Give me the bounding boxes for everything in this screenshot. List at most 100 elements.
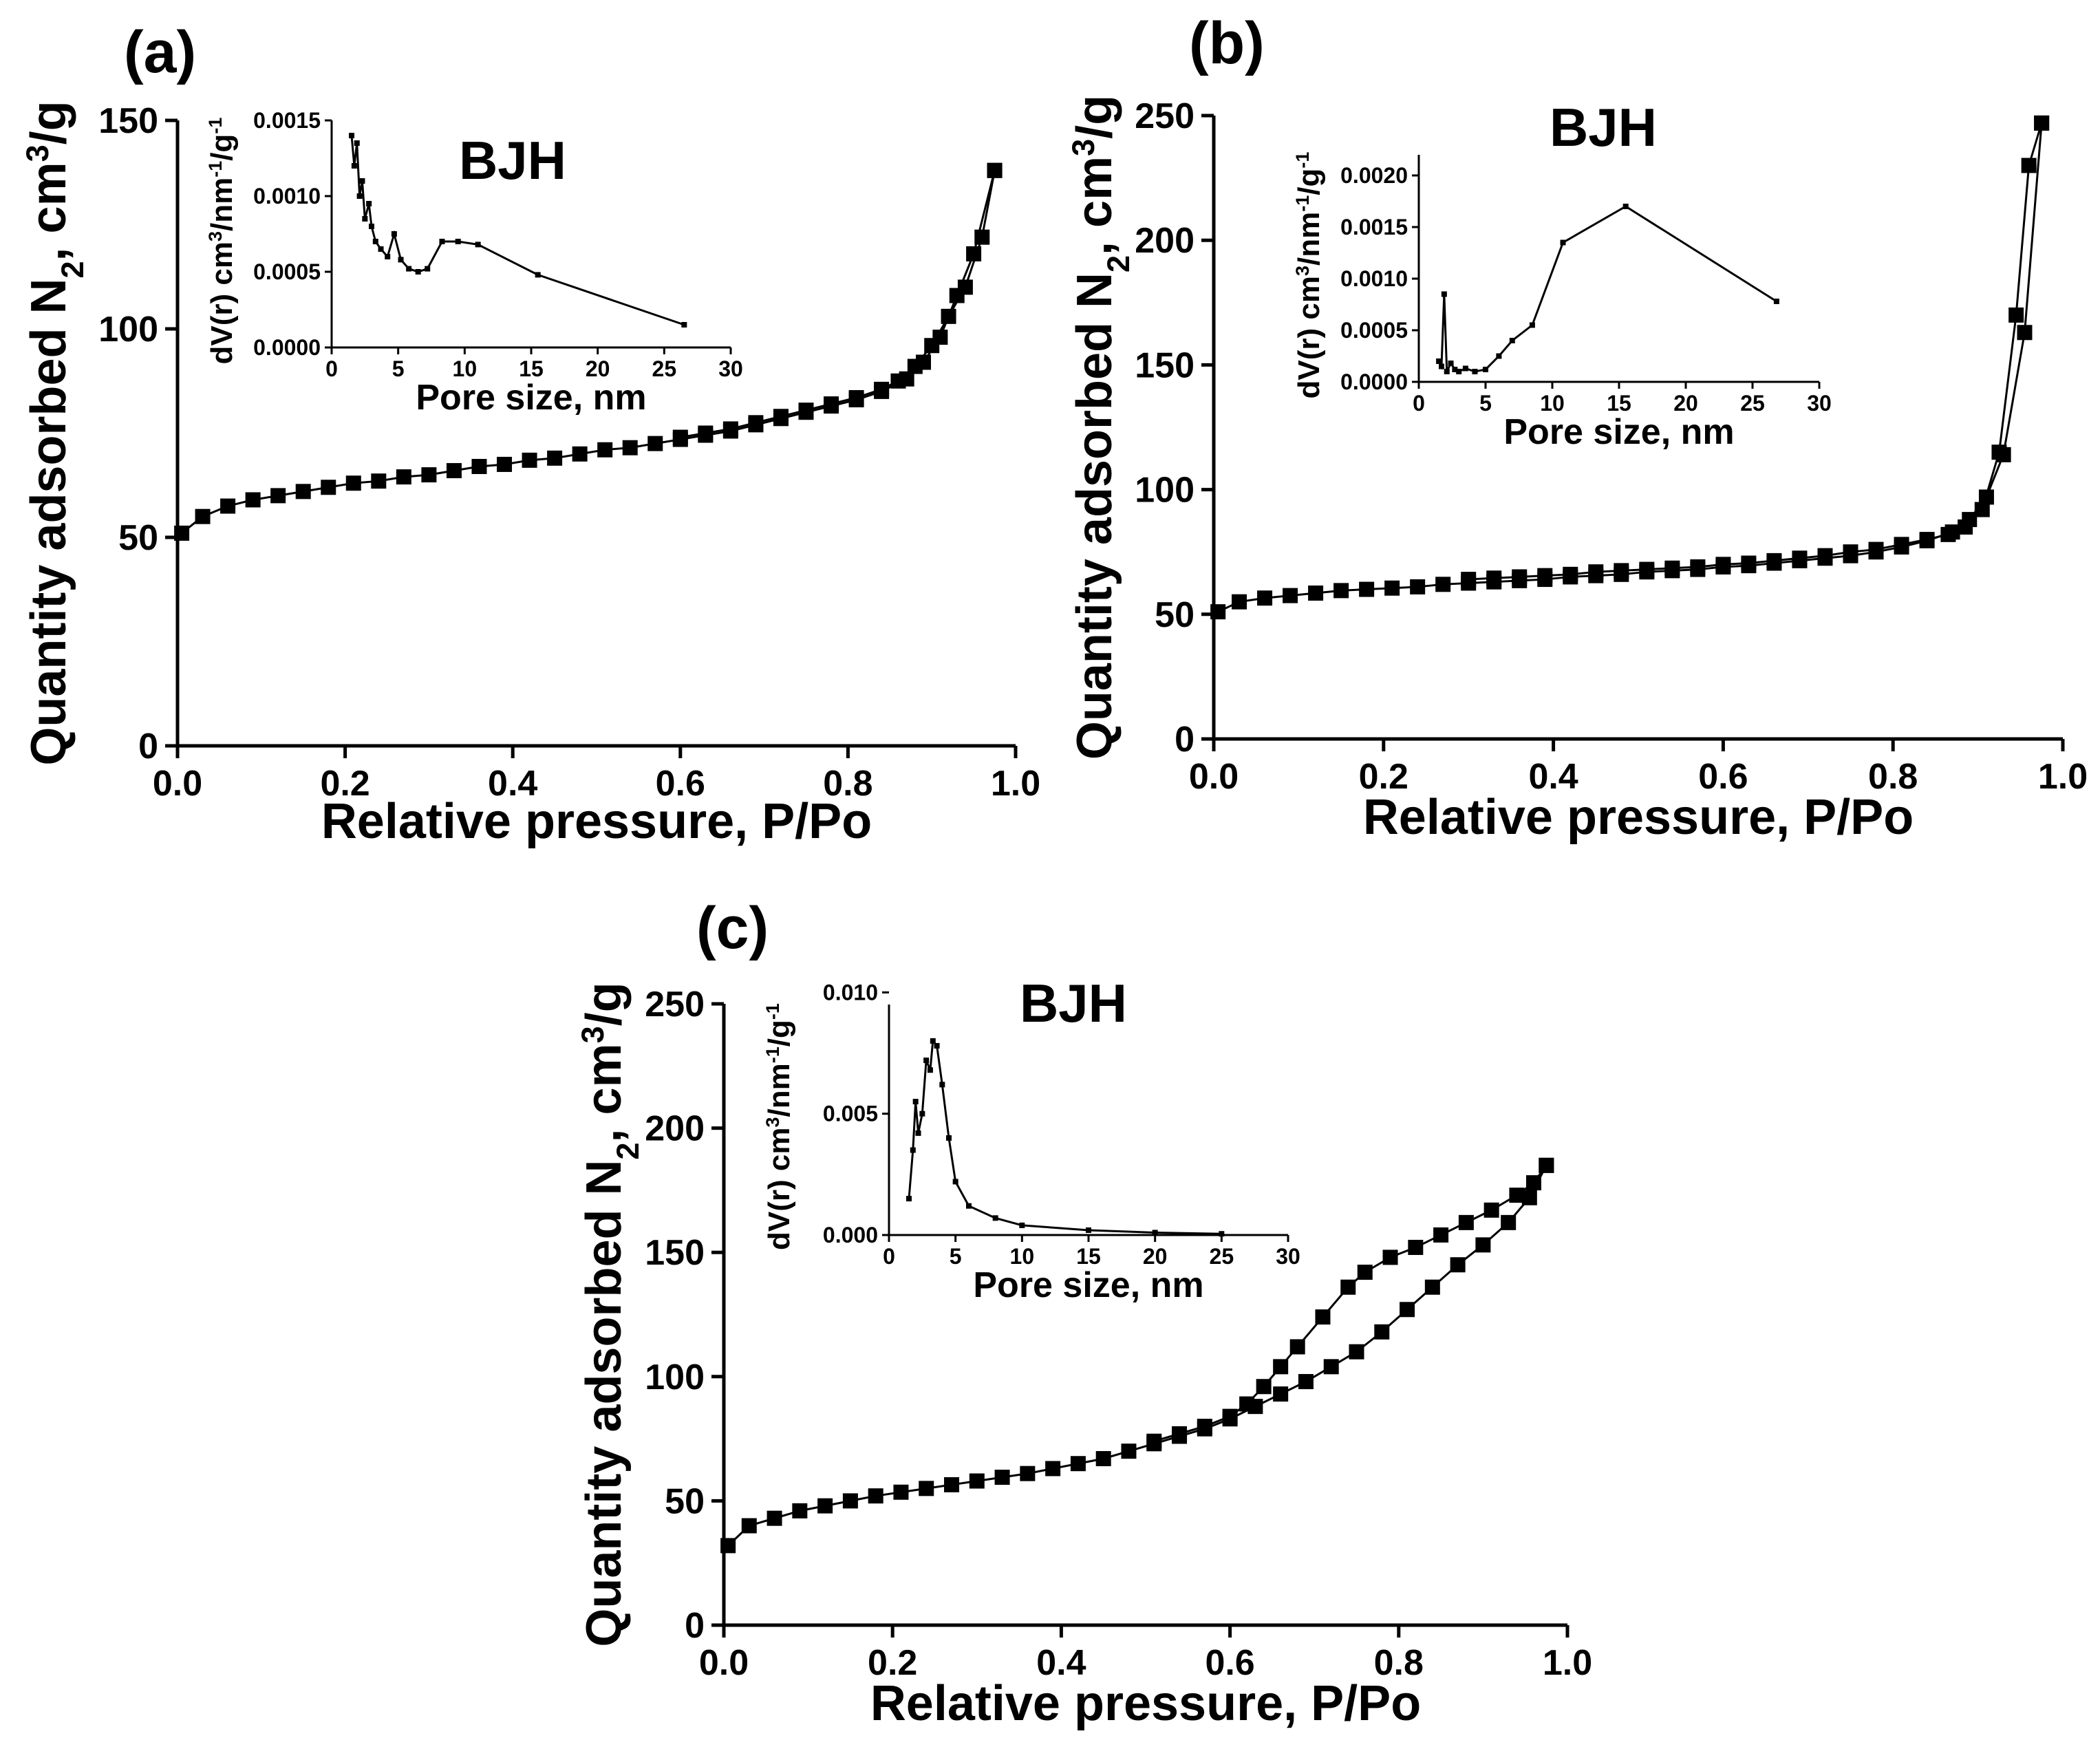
inset-data-point xyxy=(378,246,384,252)
data-point-adsorption xyxy=(1308,585,1324,601)
data-point-desorption xyxy=(2021,158,2037,173)
inset-data-point xyxy=(934,1042,940,1049)
inset-data-point xyxy=(398,257,404,263)
inset-data-point xyxy=(966,1203,972,1209)
data-point-desorption xyxy=(748,415,764,431)
inset-data-point xyxy=(1444,369,1450,374)
y-axis-title-part: Quantity adsorbed N xyxy=(577,1160,632,1647)
inset-data-point xyxy=(425,266,431,272)
data-point-desorption xyxy=(1614,563,1629,579)
x-tick-label: 0.0 xyxy=(153,764,202,804)
data-point-desorption xyxy=(698,425,714,441)
data-point-desorption xyxy=(798,403,814,418)
data-point-desorption xyxy=(1563,566,1578,582)
inset-x-axis-title: Pore size, nm xyxy=(973,1265,1203,1305)
data-point-desorption xyxy=(1817,548,1833,564)
inset-data-point xyxy=(1436,358,1442,364)
data-point-desorption xyxy=(1766,552,1782,568)
data-point-adsorption xyxy=(1121,1444,1137,1459)
data-point-desorption xyxy=(1408,1239,1424,1255)
data-point-desorption xyxy=(1146,1433,1162,1449)
data-point-adsorption xyxy=(1475,1237,1491,1253)
data-point-adsorption xyxy=(994,1470,1010,1485)
data-point-adsorption xyxy=(1333,583,1349,599)
data-point-adsorption xyxy=(220,498,236,514)
inset-data-point xyxy=(1452,367,1458,372)
data-point-desorption xyxy=(1197,1419,1212,1435)
inset-x-tick-label: 10 xyxy=(453,356,478,381)
inset-series-line xyxy=(1437,205,1777,373)
data-point-adsorption xyxy=(321,480,336,495)
data-point-adsorption xyxy=(446,463,462,479)
data-point-adsorption xyxy=(1070,1456,1086,1472)
data-point-adsorption xyxy=(868,1488,883,1504)
y-axis-title-part: 2 xyxy=(55,261,90,278)
data-point-desorption xyxy=(824,396,839,412)
data-point-adsorption xyxy=(622,440,638,455)
data-point-desorption xyxy=(957,279,973,295)
inset-y-axis-title: dV(r) cm3/nm-1/g-1 xyxy=(762,1003,796,1250)
y-tick-label: 100 xyxy=(1135,471,1194,511)
inset-data-point xyxy=(1448,361,1454,366)
inset-y-tick-label: 0.0000 xyxy=(1340,369,1408,394)
data-point-adsorption xyxy=(421,467,437,483)
data-point-adsorption xyxy=(245,492,261,508)
inset-data-point xyxy=(415,269,421,275)
inset-x-tick-label: 30 xyxy=(1276,1244,1300,1269)
data-point-desorption xyxy=(941,308,956,324)
data-point-desorption xyxy=(1664,560,1680,576)
inset-data-point xyxy=(349,133,354,138)
inset-data-point xyxy=(1773,299,1779,304)
inset-data-point xyxy=(1472,369,1478,374)
data-point-adsorption xyxy=(1045,1461,1061,1477)
inset-y-axis-title-part: 3 xyxy=(762,1117,783,1127)
y-tick-label: 100 xyxy=(645,1357,705,1397)
series-line-desorption xyxy=(680,170,996,439)
inset-data-point xyxy=(923,1058,930,1064)
data-point-adsorption xyxy=(842,1493,858,1509)
data-point-adsorption xyxy=(1020,1466,1036,1481)
inset-y-tick-label: 0.0020 xyxy=(1340,163,1408,188)
y-axis-title-part: Quantity adsorbed N xyxy=(21,279,76,766)
data-point-desorption xyxy=(1868,541,1884,557)
inset-x-tick-label: 15 xyxy=(1076,1244,1101,1269)
data-point-adsorption xyxy=(919,1481,934,1496)
y-axis-title-part: Quantity adsorbed N xyxy=(1067,272,1122,760)
y-axis-title-part: /g xyxy=(1067,95,1122,139)
inset-y-axis-title-part: -1 xyxy=(1292,152,1313,169)
inset-x-tick-label: 25 xyxy=(1210,1244,1234,1269)
inset-x-axis-title: Pore size, nm xyxy=(416,378,646,418)
x-tick-label: 0.6 xyxy=(1698,757,1748,797)
inset-data-point xyxy=(385,254,391,259)
inset-y-tick-label: 0.0010 xyxy=(253,184,321,208)
data-point-adsorption xyxy=(1349,1344,1364,1360)
x-axis-title: Relative pressure, P/Po xyxy=(870,1676,1421,1731)
data-point-desorption xyxy=(874,381,890,397)
y-axis-title-part: , cm xyxy=(577,1043,632,1142)
inset-data-point xyxy=(535,272,541,278)
series-line-adsorption xyxy=(1217,122,2043,613)
data-point-desorption xyxy=(1509,1188,1525,1203)
data-point-adsorption xyxy=(174,525,190,541)
inset-y-axis-title-part: /nm xyxy=(1292,212,1326,266)
inset-x-tick-label: 0 xyxy=(1413,391,1425,416)
data-point-desorption xyxy=(1340,1279,1356,1295)
inset-data-point xyxy=(475,242,481,248)
data-point-adsorption xyxy=(720,1538,736,1554)
data-point-desorption xyxy=(2008,307,2024,323)
data-point-desorption xyxy=(1382,1249,1398,1265)
inset-data-point xyxy=(1152,1230,1158,1236)
inset-x-tick-label: 5 xyxy=(392,356,405,381)
data-point-adsorption xyxy=(1435,577,1451,592)
data-point-adsorption xyxy=(396,469,411,485)
inset-y-axis-title: dV(r) cm3/nm-1/g-1 xyxy=(1292,152,1326,399)
data-point-desorption xyxy=(1991,444,2007,460)
data-point-adsorption xyxy=(1232,594,1247,610)
data-point-desorption xyxy=(1273,1359,1289,1375)
x-axis-title: Relative pressure, P/Po xyxy=(1363,790,1914,845)
data-point-adsorption xyxy=(944,1477,960,1492)
data-point-adsorption xyxy=(1384,580,1400,596)
data-point-adsorption xyxy=(572,446,588,462)
inset-data-point xyxy=(356,193,363,199)
y-axis-title-part: 2 xyxy=(1101,255,1136,272)
